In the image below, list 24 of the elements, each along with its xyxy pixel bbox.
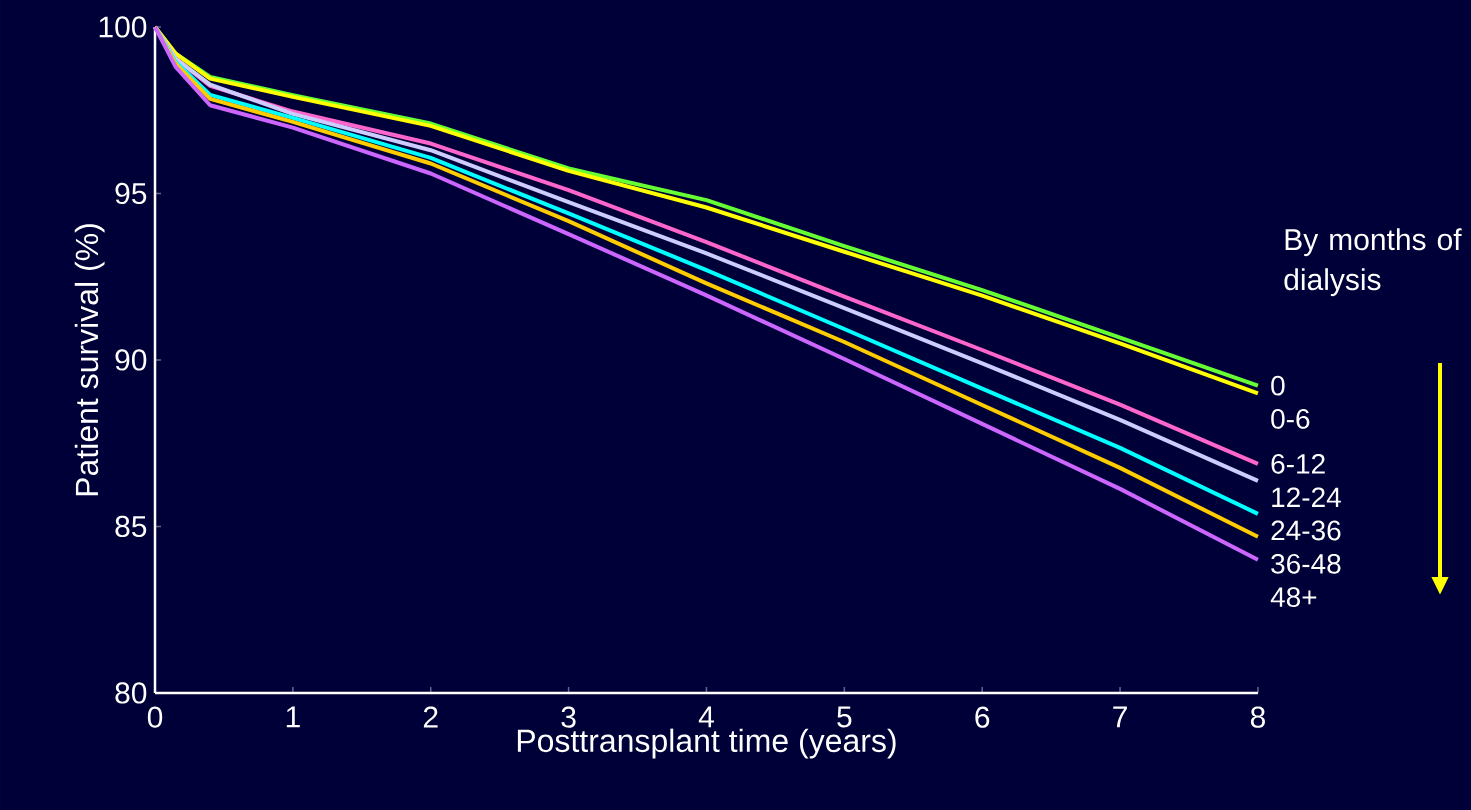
- series-label: 0-6: [1271, 409, 1310, 429]
- y-axis-title: Patient survival (%): [74, 224, 105, 496]
- y-tick-label: 95: [115, 182, 147, 205]
- x-tick-label: 6: [975, 706, 990, 728]
- y-tick-label: 90: [115, 349, 147, 371]
- x-tick-label: 1: [286, 706, 300, 728]
- x-tick-label: 2: [423, 706, 438, 728]
- y-tick-label: 100: [99, 16, 147, 38]
- x-tick-label: 8: [1250, 706, 1265, 728]
- x-tick-label: 7: [1113, 706, 1127, 728]
- legend-title: By months of dialysis: [1284, 228, 1462, 297]
- series-label: 24-36: [1271, 520, 1341, 541]
- series-label: 48+: [1270, 587, 1317, 607]
- x-tick-label: 5: [837, 706, 852, 728]
- series-label: 12-24: [1272, 487, 1341, 507]
- series-label: 36-48: [1271, 553, 1341, 574]
- x-tick-label: 0: [147, 706, 163, 728]
- series-label: 6-12: [1271, 453, 1325, 474]
- y-tick-label: 85: [115, 515, 147, 538]
- x-tick-label: 3: [561, 706, 576, 728]
- series-label: 0: [1271, 375, 1285, 396]
- x-tick-label: 4: [698, 706, 714, 728]
- y-tick-label: 80: [115, 682, 147, 704]
- x-axis-title: Posttransplant time (years): [517, 728, 896, 759]
